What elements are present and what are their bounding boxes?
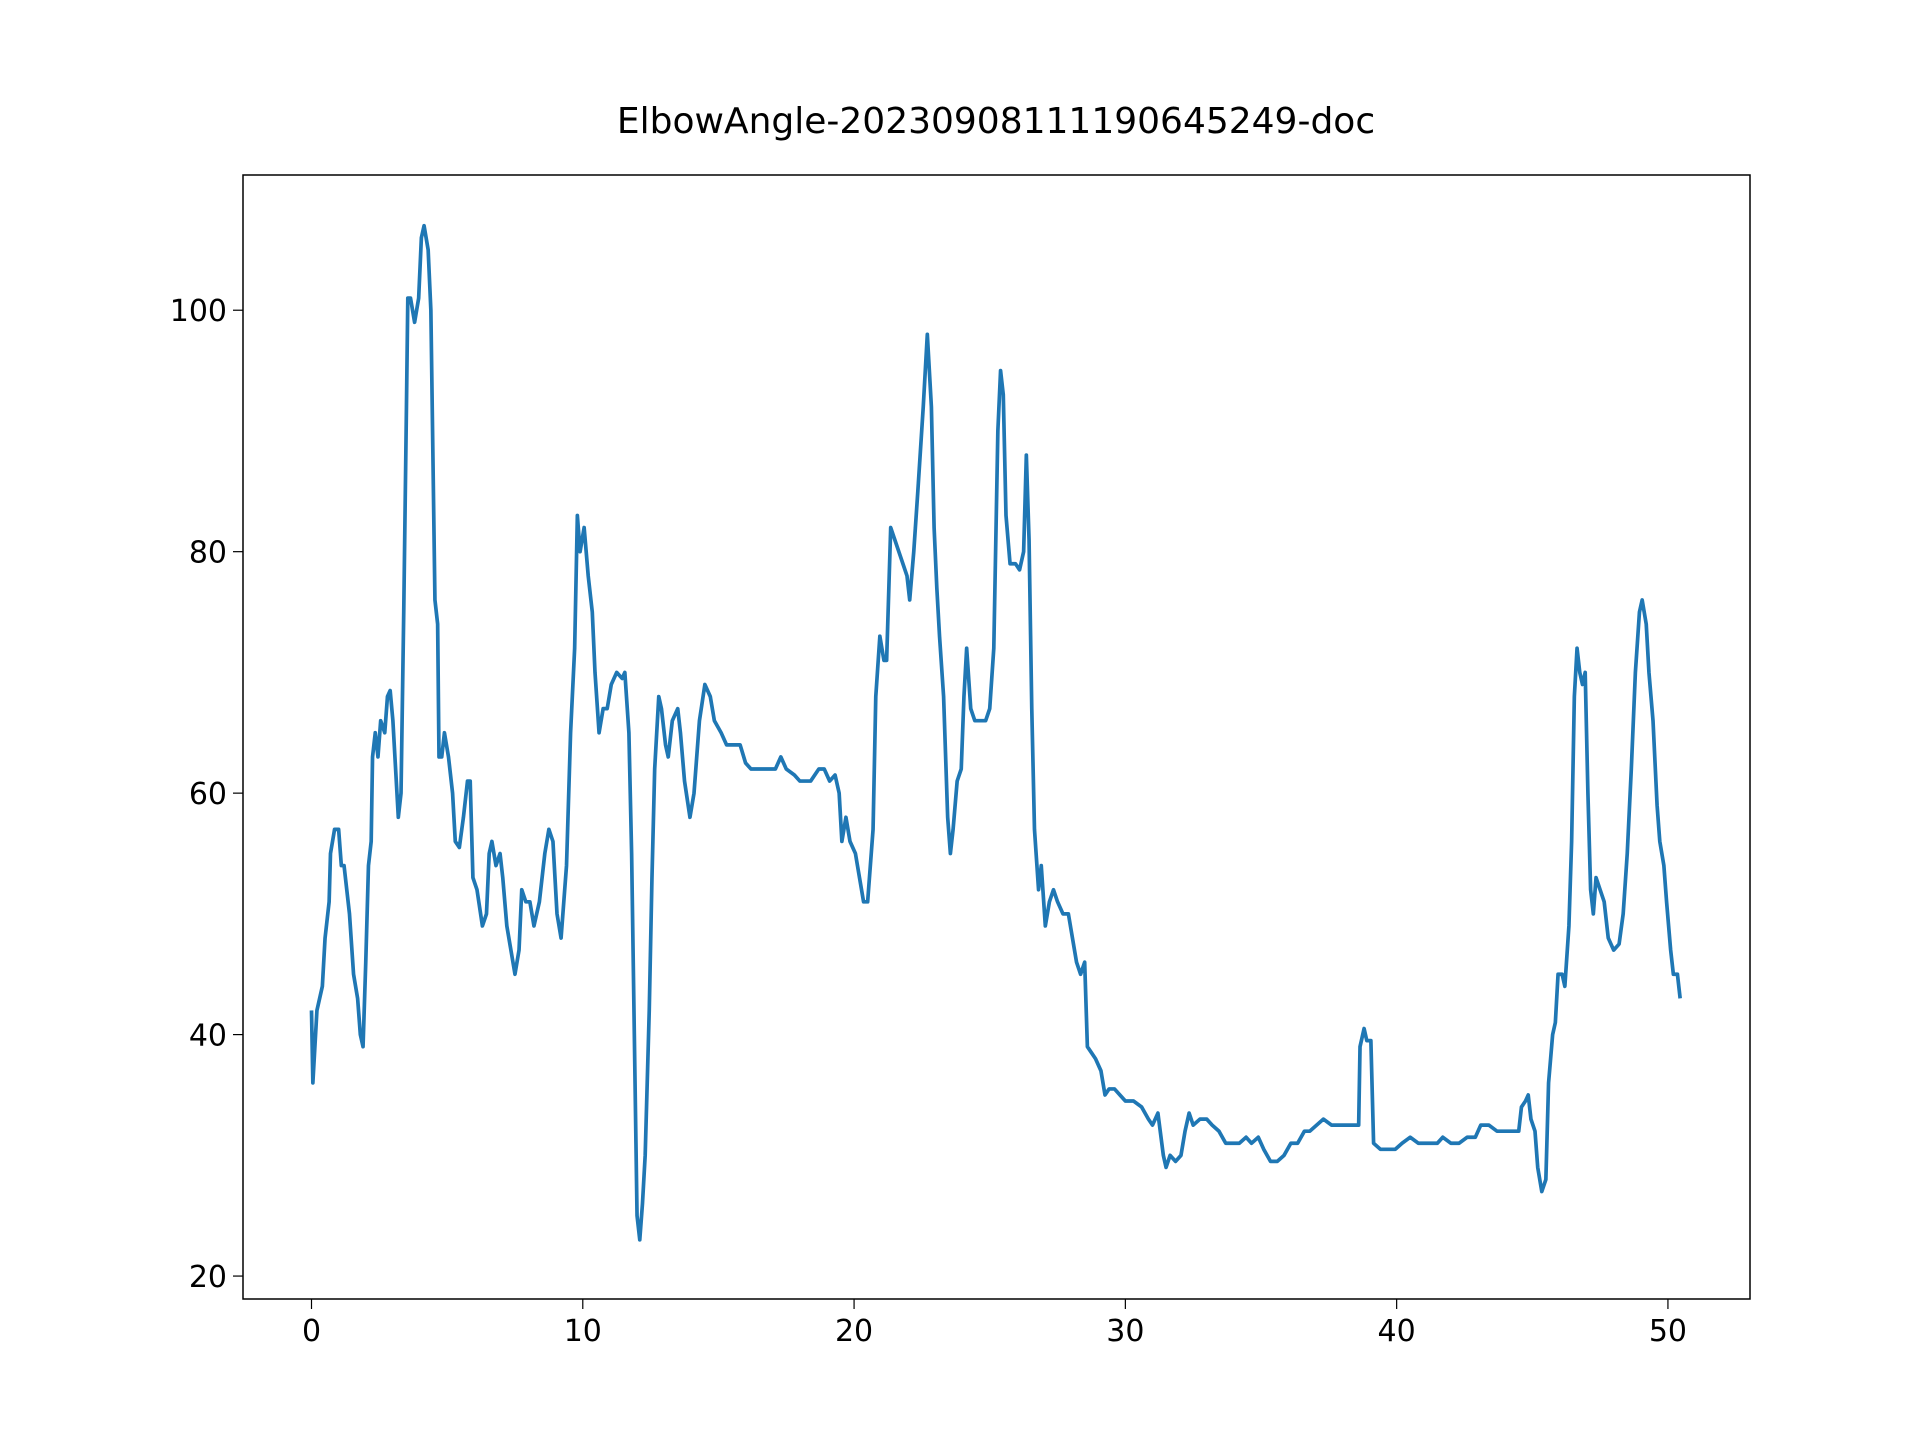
data-line (309, 223, 1682, 1242)
plot-frame (242, 174, 1751, 1300)
chart-title: ElbowAngle-20230908111190645249-doc (617, 101, 1375, 142)
y-tick-label: 40 (189, 1019, 227, 1054)
x-tick-label: 0 (302, 1314, 321, 1349)
y-tick-label: 20 (189, 1260, 227, 1295)
x-tick-label: 30 (1106, 1314, 1144, 1349)
x-tick-label: 50 (1649, 1314, 1687, 1349)
x-tick-label: 40 (1378, 1314, 1416, 1349)
y-tick-label: 60 (189, 777, 227, 812)
x-tick-label: 20 (835, 1314, 873, 1349)
y-tick-label: 80 (189, 536, 227, 571)
x-tick-label: 10 (564, 1314, 602, 1349)
y-tick-label: 100 (170, 294, 227, 329)
